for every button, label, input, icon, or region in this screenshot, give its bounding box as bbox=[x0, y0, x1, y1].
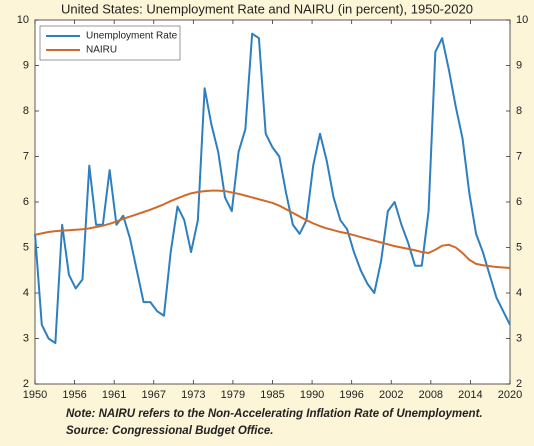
y2-tick-label: 6 bbox=[516, 196, 522, 208]
line-series bbox=[34, 189, 511, 269]
y2-tick-label: 9 bbox=[516, 59, 522, 71]
note: Note: NAIRU refers to the Non-Accelerati… bbox=[66, 408, 483, 420]
x-tick-label: 2002 bbox=[379, 389, 403, 401]
chart-title: United States: Unemployment Rate and NAI… bbox=[61, 1, 473, 16]
legend-box bbox=[39, 25, 181, 61]
line-series bbox=[34, 32, 511, 345]
y2-tick-label: 2 bbox=[516, 378, 522, 390]
x-tick-label: 1973 bbox=[181, 389, 205, 401]
y2-tick-label: 5 bbox=[516, 241, 522, 253]
y-tick-label: 5 bbox=[23, 241, 29, 253]
x-tick-label: 1996 bbox=[339, 389, 363, 401]
legend-label: Unemployment Rate bbox=[86, 31, 178, 42]
y2-tick-label: 10 bbox=[516, 14, 528, 26]
y-tick-label: 2 bbox=[23, 378, 29, 390]
x-tick-label: 2020 bbox=[498, 389, 522, 401]
x-tick-label: 2008 bbox=[419, 389, 443, 401]
y-tick-label: 8 bbox=[23, 105, 29, 117]
y2-tick-label: 3 bbox=[516, 332, 522, 344]
y-tick-label: 4 bbox=[23, 287, 29, 299]
y-tick-label: 3 bbox=[23, 332, 29, 344]
y2-tick-label: 7 bbox=[516, 150, 522, 162]
x-tick-label: 1990 bbox=[300, 389, 324, 401]
y-tick-label: 6 bbox=[23, 196, 29, 208]
y-tick-label: 7 bbox=[23, 150, 29, 162]
x-tick-label: 1979 bbox=[221, 389, 245, 401]
source: Source: Congressional Budget Office. bbox=[66, 425, 273, 437]
x-tick-label: 1950 bbox=[23, 389, 47, 401]
legend-label: NAIRU bbox=[86, 45, 117, 56]
y-tick-label: 9 bbox=[23, 59, 29, 71]
y2-tick-label: 4 bbox=[516, 287, 522, 299]
y-tick-label: 10 bbox=[17, 14, 29, 26]
x-tick-label: 2014 bbox=[458, 389, 482, 401]
x-tick-label: 1961 bbox=[102, 389, 126, 401]
x-tick-label: 1985 bbox=[260, 389, 284, 401]
x-tick-label: 1956 bbox=[62, 389, 86, 401]
y2-tick-label: 8 bbox=[516, 105, 522, 117]
x-tick-label: 1967 bbox=[142, 389, 166, 401]
